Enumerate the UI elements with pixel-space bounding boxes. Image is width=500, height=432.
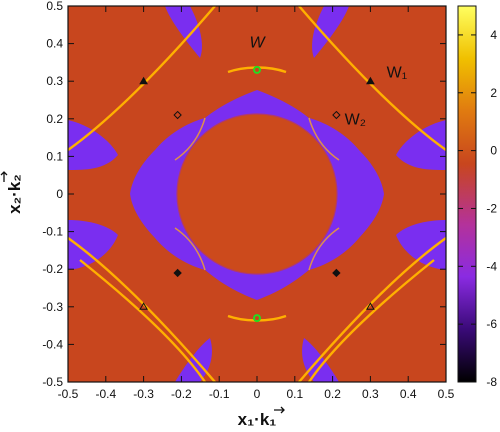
point-marker-diamond-filled [173,268,182,278]
x-axis: -0.5 -0.4 -0.3 -0.2 -0.1 0 0.1 0.2 0.3 0.4 0.5 [58,6,455,401]
colorbar-tick-label: 4 [490,28,497,42]
x-label-vector-arrow [274,406,285,414]
y-tick-label: -0.2 [42,262,63,276]
purple-region-right-bottom [396,220,446,270]
central-disc [176,113,338,275]
ridge-lines [68,6,446,382]
x-tick-label: -0.3 [133,387,154,401]
purple-region-bottom-right [302,338,339,382]
point-marker-triangle-filled [139,76,148,85]
y-tick-label: 0.4 [46,37,63,51]
point-marker-diamond-filled [332,268,341,278]
point-marker-circle [253,65,261,74]
point-marker-triangle-filled [366,76,375,85]
y-tick-label: -0.4 [42,337,63,351]
colorbar-tick-label: 2 [490,86,497,100]
purple-region-left-top [68,120,118,170]
purple-region-right-top [396,120,446,170]
y-tick-label: 0.2 [46,112,63,126]
annotation-label: W₂ [345,111,366,128]
y-tick-label: -0.3 [42,300,63,314]
colorbar-tick-label: 0 [490,144,497,158]
colorbar [457,5,477,383]
x-tick-label: 0.1 [286,387,303,401]
x-tick-label: 0.4 [400,387,417,401]
colorbar-tick-label: -6 [486,317,497,331]
y-label-vector-arrow [0,171,8,182]
x-tick-label: -0.4 [95,387,116,401]
annotation-layer: W W₁ W₂ [249,34,407,128]
y-tick-label: 0.3 [46,74,63,88]
purple-region-top-left [165,6,202,58]
x-tick-label: -0.1 [209,387,230,401]
point-marker-diamond-open [332,110,341,120]
y-tick-label: -0.1 [42,225,63,239]
x-tick-label: 0 [254,387,261,401]
point-marker-circle [253,314,261,323]
heatmap-features [68,6,446,382]
x-tick-label: -0.2 [171,387,192,401]
inner-ridges [174,117,340,271]
point-marker-diamond-open [173,110,182,120]
annotation-label: W [249,34,266,51]
x-axis-label: x₁·k₁ [238,410,277,429]
x-tick-label: -0.5 [58,387,79,401]
y-tick-label: -0.5 [42,375,63,389]
colorbar-tick-label: -2 [486,201,497,215]
colorbar-tick-label: -4 [486,259,497,273]
y-tick-label: 0.5 [46,0,63,13]
y-axis-label: x₂·k₂ [5,174,24,214]
purple-region-left-bottom [68,220,118,270]
point-marker-triangle-open [139,302,148,310]
colorbar-tick-label: -8 [486,375,497,389]
y-axis: -0.5 -0.4 -0.3 -0.2 -0.1 0 0.1 0.2 0.3 0.4 0.5 [42,0,446,389]
x-tick-label: 0.5 [438,387,455,401]
y-tick-label: 0 [56,187,63,201]
point-marker-triangle-open [366,302,375,310]
annotation-label: W₁ [387,64,408,81]
purple-region-bottom-left [175,338,212,382]
marker-layer [139,65,375,323]
purple-region-top-right [312,6,349,58]
colorbar-ticks: -8 -6 -4 -2 0 2 4 [458,28,497,389]
x-tick-label: 0.3 [362,387,379,401]
y-tick-label: 0.1 [46,149,63,163]
x-tick-label: 0.2 [324,387,341,401]
